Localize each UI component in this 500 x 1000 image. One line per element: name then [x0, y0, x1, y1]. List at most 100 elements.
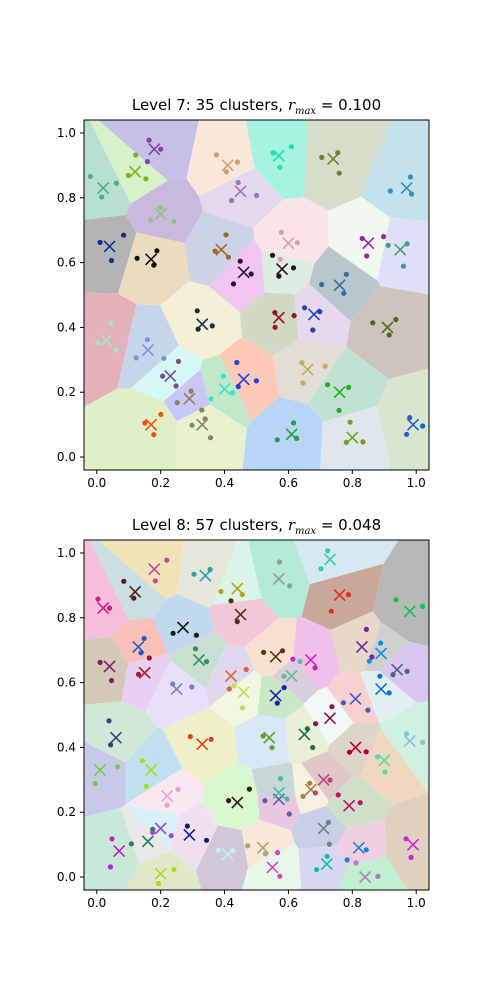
- data-point: [158, 411, 164, 417]
- voronoi-cell: [293, 616, 341, 690]
- data-point: [359, 235, 365, 242]
- cluster-center-marker: [320, 858, 333, 871]
- cluster-center-marker: [362, 237, 375, 250]
- data-point: [239, 705, 246, 711]
- data-point: [234, 619, 240, 625]
- voronoi-cell: [110, 618, 168, 664]
- data-point: [269, 745, 275, 751]
- data-point: [175, 358, 182, 364]
- cluster-center-marker: [285, 670, 298, 683]
- voronoi-cell: [372, 540, 429, 647]
- cluster-center-marker: [237, 373, 250, 386]
- data-point: [231, 683, 237, 689]
- data-point: [220, 373, 226, 379]
- data-point: [203, 837, 210, 843]
- y-tick-label: 0.8: [57, 191, 76, 205]
- data-point: [235, 179, 241, 186]
- data-point: [366, 658, 372, 664]
- data-point: [246, 786, 252, 792]
- y-tick-label: 0.6: [57, 256, 76, 270]
- cluster-center-marker: [343, 799, 356, 812]
- cluster-center-marker: [406, 838, 420, 851]
- data-point: [345, 592, 352, 598]
- cluster-center-marker: [141, 344, 154, 357]
- data-point: [318, 566, 324, 572]
- cluster-center-marker: [132, 640, 145, 654]
- cluster-center-marker: [129, 585, 142, 598]
- voronoi-cell: [186, 120, 255, 197]
- cluster-center-marker: [333, 279, 346, 292]
- cluster-center-marker: [378, 754, 391, 767]
- data-point: [325, 819, 331, 825]
- cluster-center-marker: [199, 569, 212, 582]
- cluster-center-marker: [164, 369, 177, 383]
- data-point: [230, 390, 236, 396]
- data-point: [207, 566, 213, 573]
- voronoi-cell: [84, 540, 129, 640]
- data-point: [276, 559, 283, 565]
- cluster-center-marker: [183, 392, 196, 405]
- voronoi-cell: [152, 594, 215, 655]
- cluster-center-marker: [304, 653, 317, 666]
- voronoi-cell: [98, 540, 184, 600]
- data-point: [307, 780, 313, 786]
- y-tick-label: 0.4: [57, 320, 76, 334]
- data-point: [155, 880, 162, 887]
- voronoi-cell: [242, 396, 323, 470]
- voronoi-cell: [239, 292, 299, 356]
- voronoi-cell: [196, 825, 249, 890]
- cluster-center-marker: [375, 683, 388, 696]
- data-point: [223, 232, 229, 238]
- data-point: [343, 271, 349, 277]
- cluster-center-marker: [145, 418, 158, 431]
- cluster-center-marker: [103, 660, 116, 673]
- data-point: [174, 400, 180, 406]
- x-tick-label: 0.8: [343, 476, 362, 490]
- cluster-center-marker: [272, 786, 285, 799]
- data-point: [148, 217, 154, 223]
- cluster-center-marker: [403, 605, 416, 618]
- data-point: [154, 248, 160, 254]
- voronoi-cell: [219, 337, 279, 421]
- cluster-center-marker: [390, 663, 404, 676]
- voronoi-cell: [245, 617, 297, 677]
- y-tick-label: 0.2: [57, 385, 76, 399]
- x-tick-label: 1.0: [407, 896, 426, 910]
- voronoi-cell: [303, 120, 391, 211]
- data-point: [336, 407, 342, 413]
- voronoi-cell: [198, 167, 284, 228]
- data-point: [278, 229, 284, 235]
- cluster-center-marker: [301, 363, 314, 376]
- voronoi-cell: [117, 232, 190, 306]
- data-point: [253, 378, 259, 384]
- cluster-center-marker: [145, 764, 158, 777]
- cluster-center-marker: [138, 666, 151, 679]
- cluster-center-marker: [381, 321, 394, 334]
- data-point: [87, 173, 93, 180]
- data-point: [284, 796, 290, 802]
- data-point: [161, 355, 167, 361]
- data-point: [325, 548, 331, 554]
- data-point: [294, 240, 300, 246]
- voronoi-cell: [377, 217, 429, 295]
- data-point: [142, 420, 148, 426]
- cluster-center-marker: [154, 867, 167, 880]
- data-point: [404, 668, 410, 674]
- data-point: [234, 159, 241, 165]
- cluster-center-marker: [349, 692, 362, 705]
- cluster-center-marker: [298, 728, 311, 741]
- voronoi-cell: [84, 388, 177, 470]
- data-point: [272, 324, 278, 330]
- data-point: [290, 265, 297, 271]
- x-tick-label: 0.2: [151, 476, 170, 490]
- data-point: [234, 359, 240, 366]
- data-point: [357, 800, 363, 806]
- data-point: [92, 780, 98, 787]
- data-point: [189, 422, 195, 428]
- cluster-center-marker: [307, 308, 321, 321]
- cluster-center-marker: [327, 152, 340, 165]
- data-point: [194, 308, 200, 314]
- y-tick-label: 0.4: [57, 740, 76, 754]
- data-point: [143, 783, 149, 789]
- cluster-center-marker: [272, 572, 285, 585]
